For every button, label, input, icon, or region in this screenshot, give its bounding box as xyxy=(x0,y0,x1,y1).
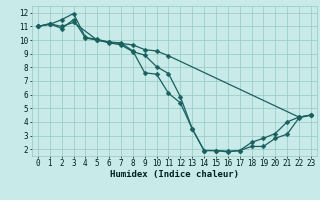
X-axis label: Humidex (Indice chaleur): Humidex (Indice chaleur) xyxy=(110,170,239,179)
